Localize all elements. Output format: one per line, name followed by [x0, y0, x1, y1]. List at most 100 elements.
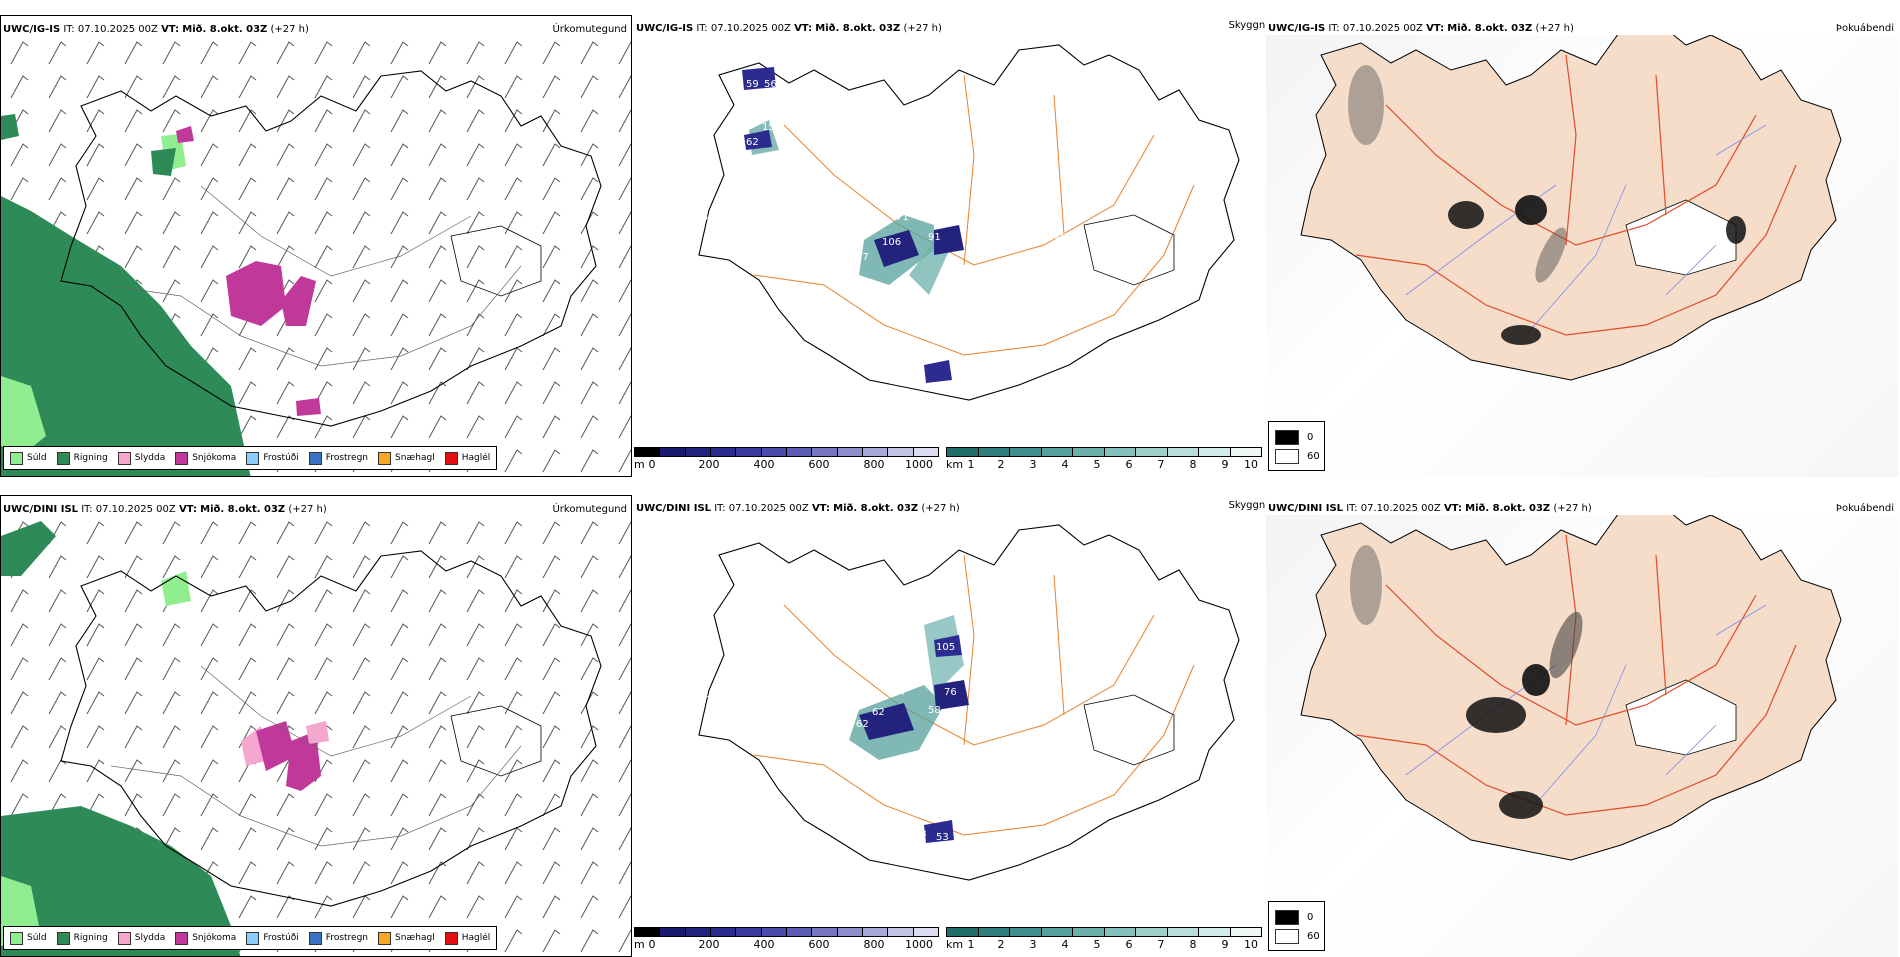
legend-item: Snæhagl — [378, 451, 435, 465]
ceiling-label: 71 — [896, 212, 909, 223]
legend-item: 60 — [1275, 449, 1320, 464]
legend-swatch — [1275, 910, 1299, 925]
low-ceiling-area — [934, 635, 962, 657]
ceiling-label: 91 — [928, 232, 941, 243]
legend-swatch — [175, 931, 189, 945]
panel-title: Þokuábendi — [1835, 23, 1894, 34]
legend-swatch — [444, 451, 458, 465]
fog-blob — [1726, 216, 1746, 244]
ceiling-label: 74 — [892, 687, 905, 698]
legend-item: Súld — [10, 451, 47, 465]
legend-swatch — [308, 931, 322, 945]
legend-item: Súld — [10, 931, 47, 945]
land — [1300, 515, 1842, 861]
ceiling-label: 38 — [916, 807, 929, 818]
glacier — [450, 225, 542, 297]
legend-item: Haglél — [444, 451, 490, 465]
panel-header: UWC/DINI ISL IT: 07.10.2025 00Z VT: Mið.… — [3, 504, 327, 515]
colorbar-ticks: km 1 2 3 4 5 6 7 8 9 10 — [946, 938, 1258, 951]
roads — [110, 665, 522, 847]
ceiling-label: 40 — [914, 345, 927, 356]
fog-blob — [1350, 545, 1382, 625]
legend-item: 0 — [1275, 910, 1313, 925]
low-ceiling-area — [874, 230, 919, 267]
coastline — [698, 44, 1240, 401]
panel-title: Skyggni — [1228, 20, 1266, 31]
fog-blob — [1501, 325, 1541, 345]
ceiling-label: 47 — [699, 695, 712, 706]
fog-legend: 0 60 — [1268, 901, 1325, 951]
roads — [1355, 534, 1797, 816]
legend-swatch — [378, 451, 392, 465]
ceiling-label: 62 — [856, 719, 869, 730]
glacier — [450, 705, 542, 777]
ceiling-colorbar: m 0 200 400 600 800 1000 — [634, 447, 939, 477]
snow-area — [296, 398, 321, 416]
low-ceiling-area — [924, 820, 954, 843]
coastline — [60, 550, 602, 907]
precip-map-top — [1, 36, 631, 476]
legend-swatch — [10, 451, 23, 465]
low-ceiling-area — [742, 67, 776, 90]
ceiling-label: 62 — [872, 707, 885, 718]
ceiling-label: 57 — [856, 252, 869, 263]
fog-blob — [1515, 195, 1547, 225]
roads — [753, 74, 1195, 356]
rivers — [1405, 124, 1767, 336]
panel-title: Skyggni — [1228, 500, 1266, 511]
fog-map-bottom — [1300, 515, 1842, 861]
legend-swatch — [56, 451, 70, 465]
legend-swatch — [246, 451, 260, 465]
colorbar-ticks: km 1 2 3 4 5 6 7 8 9 10 — [946, 458, 1258, 471]
ceiling-label: 88 — [769, 562, 782, 573]
snow-area — [281, 276, 316, 326]
fog-blob — [1549, 611, 1583, 679]
legend-item: Slydda — [117, 451, 165, 465]
ceiling-label: 56 — [764, 79, 777, 90]
legend-swatch — [308, 451, 322, 465]
ceiling-label: 66 — [744, 682, 757, 693]
coastline — [698, 524, 1240, 881]
legend-item: Frostúði — [246, 931, 299, 945]
ceiling-label: 41 — [792, 592, 805, 603]
panel-title: Þokuábendi — [1835, 503, 1894, 514]
glacier — [1625, 679, 1737, 756]
coastline — [60, 70, 602, 427]
fog-blob — [1522, 664, 1550, 696]
legend-swatch — [10, 931, 23, 945]
fog-blob — [1466, 697, 1526, 733]
fog-blob — [1535, 227, 1567, 283]
precip-map-bottom — [1, 516, 631, 956]
panel-header: UWC/DINI ISL IT: 07.10.2025 00Z VT: Mið.… — [636, 503, 960, 514]
legend-swatch — [117, 451, 131, 465]
visibility-colorbar: km 1 2 3 4 5 6 7 8 9 10 — [946, 927, 1262, 957]
snow-area — [286, 731, 321, 791]
legend-item: 0 — [1275, 430, 1313, 445]
low-ceiling-area — [934, 225, 964, 255]
ceiling-label: 40 — [1054, 232, 1067, 243]
rain-area — [1, 806, 241, 956]
legend-swatch — [378, 931, 392, 945]
panel-header: UWC/IG-IS IT: 07.10.2025 00Z VT: Mið. 8.… — [1268, 23, 1574, 34]
legend-swatch — [117, 931, 131, 945]
fog-blob — [1448, 201, 1484, 229]
colorbar-ticks: m 0 200 400 600 800 1000 — [634, 458, 933, 471]
legend-item: Snjókoma — [175, 451, 236, 465]
ceiling-label: 76 — [944, 687, 957, 698]
visibility-map-bottom: 88 41 87 208 66 47 105 74 62 62 76 58 38… — [698, 524, 1240, 881]
precip-legend: Súld Rigning Slydda Snjókoma Frostúði Fr… — [3, 446, 498, 470]
ceiling-label: 106 — [882, 237, 901, 248]
fog-panel-top: UWC/IG-IS IT: 07.10.2025 00Z VT: Mið. 8.… — [1266, 15, 1898, 477]
ceiling-label: 114 — [756, 167, 775, 178]
glacier — [1083, 694, 1175, 766]
precip-legend: Súld Rigning Slydda Snjókoma Frostúði Fr… — [3, 926, 498, 950]
legend-item: Frostregn — [308, 451, 368, 465]
legend-swatch — [444, 931, 458, 945]
low-ceiling-area — [934, 680, 969, 710]
ceiling-label: 208 — [764, 652, 783, 663]
snow-area — [256, 721, 296, 771]
ceiling-label: 53 — [936, 832, 949, 843]
low-ceiling-area — [924, 360, 952, 383]
rain-area — [1, 521, 56, 576]
land — [1300, 35, 1842, 381]
